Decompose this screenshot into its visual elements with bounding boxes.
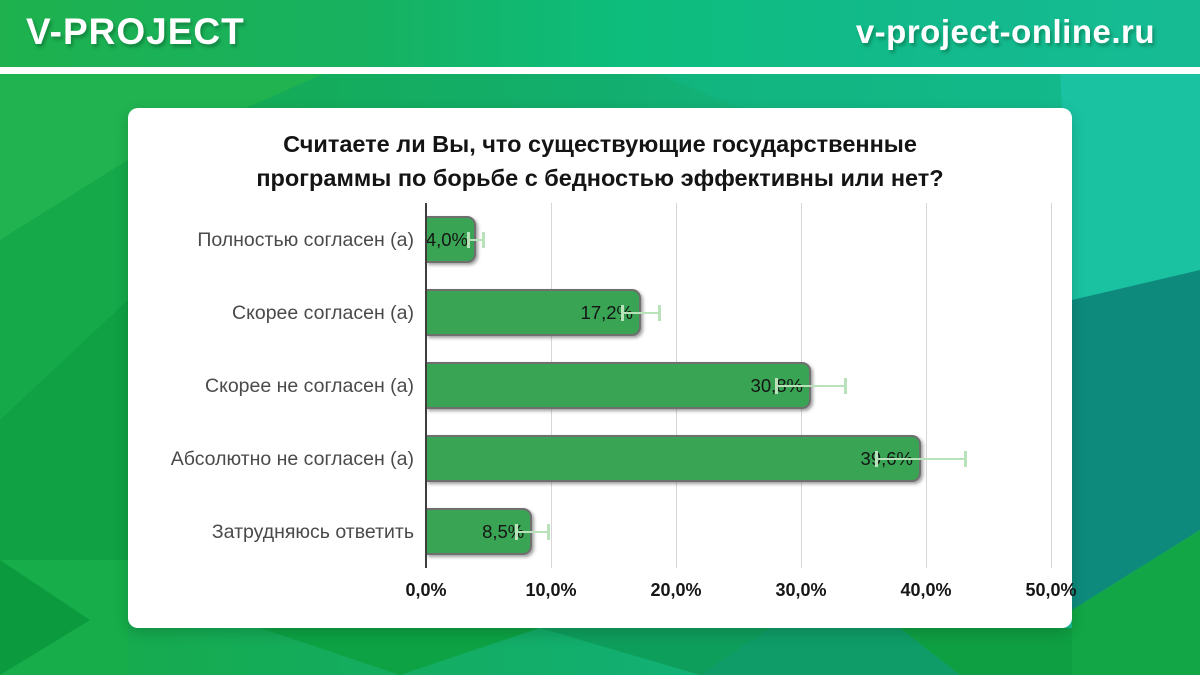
- logo: V-PROJECT: [26, 10, 245, 52]
- category-label: Затрудняюсь ответить: [211, 520, 414, 543]
- bar-chart: Полностью согласен (а) 4,0% Скорее согласе…: [128, 203, 1077, 608]
- chart-title-line-2: программы по борьбе с бедностью эффектив…: [256, 165, 944, 191]
- bar-value-label: 4,0%: [425, 228, 468, 250]
- chart-title: Считаете ли Вы, что существующие государ…: [128, 127, 1072, 195]
- gridline: [926, 203, 927, 568]
- x-tick-label: 20,0%: [650, 580, 702, 600]
- category-label: Скорее согласен (а): [232, 301, 414, 324]
- category-label: Скорее не согласен (а): [205, 374, 414, 397]
- error-bar: [514, 523, 550, 540]
- plot-area: Полностью согласен (а) 4,0% Скорее согласе…: [128, 203, 1072, 568]
- bar: 30,8%: [426, 362, 811, 409]
- error-bar: [621, 304, 661, 321]
- bar-value-label: 8,5%: [482, 520, 525, 542]
- header: V-PROJECT v-project-online.ru: [0, 0, 1200, 74]
- category-label: Абсолютно не согласен (а): [170, 447, 414, 470]
- error-bar: [774, 377, 848, 394]
- bar-value-label: 17,2%: [580, 301, 633, 323]
- gridline: [1051, 203, 1052, 568]
- x-axis: 0,0% 10,0% 20,0% 30,0% 40,0% 50,0%: [128, 568, 1076, 608]
- x-tick-label: 10,0%: [525, 580, 577, 600]
- bar: 17,2%: [426, 289, 641, 336]
- error-bar: [467, 231, 485, 248]
- error-bar: [874, 450, 968, 467]
- chart-card: Считаете ли Вы, что существующие государ…: [128, 108, 1077, 628]
- x-tick-label: 50,0%: [1025, 580, 1077, 600]
- x-tick-label: 40,0%: [900, 580, 952, 600]
- bar: 8,5%: [426, 508, 533, 555]
- x-tick-label: 30,0%: [775, 580, 827, 600]
- category-label: Полностью согласен (а): [197, 228, 414, 251]
- x-tick-label: 0,0%: [405, 580, 447, 600]
- chart-title-line-1: Считаете ли Вы, что существующие государ…: [283, 131, 917, 157]
- y-axis-line: [425, 203, 427, 568]
- bar: 39,6%: [426, 435, 921, 482]
- site-url: v-project-online.ru: [855, 12, 1155, 50]
